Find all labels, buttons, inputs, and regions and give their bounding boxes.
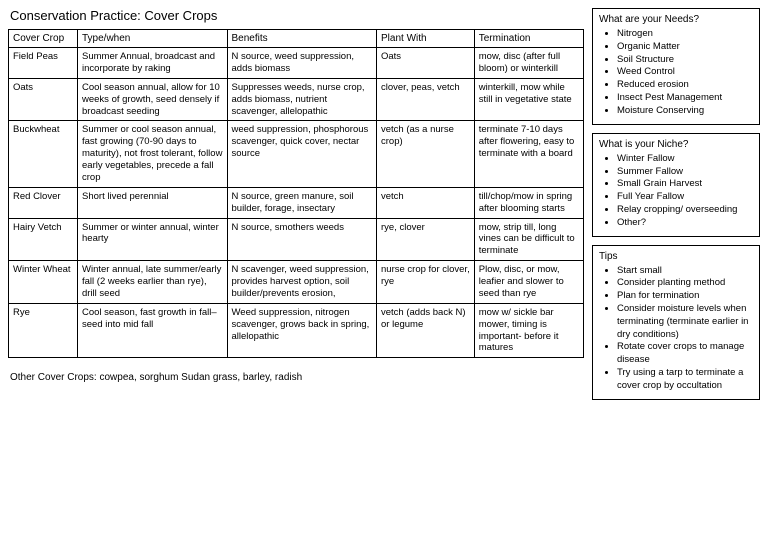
table-cell: Rye [9,303,78,358]
list-item: Soil Structure [617,54,753,67]
table-cell: mow, disc (after full bloom) or winterki… [474,48,583,79]
table-row: Hairy VetchSummer or winter annual, wint… [9,218,584,261]
table-cell: Short lived perennial [78,187,228,218]
table-cell: vetch (adds back N) or legume [377,303,475,358]
footnote: Other Cover Crops: cowpea, sorghum Sudan… [8,372,584,383]
table-cell: Summer or cool season annual, fast growi… [78,121,228,187]
table-cell: Oats [377,48,475,79]
table-cell: N source, green manure, soil builder, fo… [227,187,377,218]
cover-crop-table: Cover Crop Type/when Benefits Plant With… [8,29,584,358]
table-cell: Buckwheat [9,121,78,187]
tips-title: Tips [599,251,753,262]
table-cell: Cool season annual, allow for 10 weeks o… [78,78,228,121]
table-cell: Red Clover [9,187,78,218]
table-row: OatsCool season annual, allow for 10 wee… [9,78,584,121]
table-cell: vetch (as a nurse crop) [377,121,475,187]
list-item: Organic Matter [617,41,753,54]
table-cell: vetch [377,187,475,218]
niche-box: What is your Niche? Winter FallowSummer … [592,133,760,237]
table-cell: mow w/ sickle bar mower, timing is impor… [474,303,583,358]
list-item: Consider planting method [617,277,753,290]
table-cell: Summer or winter annual, winter hearty [78,218,228,261]
col-header: Benefits [227,30,377,48]
table-cell: N source, smothers weeds [227,218,377,261]
table-cell: Summer Annual, broadcast and incorporate… [78,48,228,79]
sidebar: What are your Needs? NitrogenOrganic Mat… [592,8,760,546]
list-item: Try using a tarp to terminate a cover cr… [617,367,753,393]
needs-title: What are your Needs? [599,14,753,25]
table-cell: Winter Wheat [9,261,78,304]
table-header-row: Cover Crop Type/when Benefits Plant With… [9,30,584,48]
list-item: Weed Control [617,66,753,79]
table-cell: N source, weed suppression, adds biomass [227,48,377,79]
table-cell: Weed suppression, nitrogen scavenger, gr… [227,303,377,358]
table-cell: Suppresses weeds, nurse crop, adds bioma… [227,78,377,121]
table-row: RyeCool season, fast growth in fall– see… [9,303,584,358]
needs-list: NitrogenOrganic MatterSoil StructureWeed… [599,28,753,118]
list-item: Small Grain Harvest [617,178,753,191]
col-header: Termination [474,30,583,48]
table-cell: weed suppression, phosphorous scavenger,… [227,121,377,187]
table-row: BuckwheatSummer or cool season annual, f… [9,121,584,187]
tips-list: Start smallConsider planting methodPlan … [599,265,753,393]
main-column: Conservation Practice: Cover Crops Cover… [8,8,584,546]
page-title: Conservation Practice: Cover Crops [8,8,584,23]
table-cell: Hairy Vetch [9,218,78,261]
list-item: Nitrogen [617,28,753,41]
needs-box: What are your Needs? NitrogenOrganic Mat… [592,8,760,125]
table-row: Red CloverShort lived perennialN source,… [9,187,584,218]
table-body: Field PeasSummer Annual, broadcast and i… [9,48,584,358]
col-header: Type/when [78,30,228,48]
table-cell: rye, clover [377,218,475,261]
table-cell: clover, peas, vetch [377,78,475,121]
list-item: Rotate cover crops to manage disease [617,341,753,367]
table-cell: N scavenger, weed suppression, provides … [227,261,377,304]
list-item: Consider moisture levels when terminatin… [617,303,753,341]
list-item: Plan for termination [617,290,753,303]
table-cell: till/chop/mow in spring after blooming s… [474,187,583,218]
col-header: Plant With [377,30,475,48]
list-item: Winter Fallow [617,153,753,166]
list-item: Moisture Conserving [617,105,753,118]
table-cell: Winter annual, late summer/early fall (2… [78,261,228,304]
tips-box: Tips Start smallConsider planting method… [592,245,760,400]
list-item: Reduced erosion [617,79,753,92]
table-cell: Field Peas [9,48,78,79]
list-item: Start small [617,265,753,278]
table-cell: Plow, disc, or mow, leafier and slower t… [474,261,583,304]
table-cell: terminate 7-10 days after flowering, eas… [474,121,583,187]
table-cell: winterkill, mow while still in vegetativ… [474,78,583,121]
list-item: Summer Fallow [617,166,753,179]
list-item: Other? [617,217,753,230]
niche-list: Winter FallowSummer FallowSmall Grain Ha… [599,153,753,230]
page-container: Conservation Practice: Cover Crops Cover… [8,8,760,546]
list-item: Insect Pest Management [617,92,753,105]
niche-title: What is your Niche? [599,139,753,150]
table-cell: nurse crop for clover, rye [377,261,475,304]
table-cell: Oats [9,78,78,121]
list-item: Relay cropping/ overseeding [617,204,753,217]
table-row: Field PeasSummer Annual, broadcast and i… [9,48,584,79]
table-cell: Cool season, fast growth in fall– seed i… [78,303,228,358]
table-cell: mow, strip till, long vines can be diffi… [474,218,583,261]
table-row: Winter WheatWinter annual, late summer/e… [9,261,584,304]
col-header: Cover Crop [9,30,78,48]
list-item: Full Year Fallow [617,191,753,204]
